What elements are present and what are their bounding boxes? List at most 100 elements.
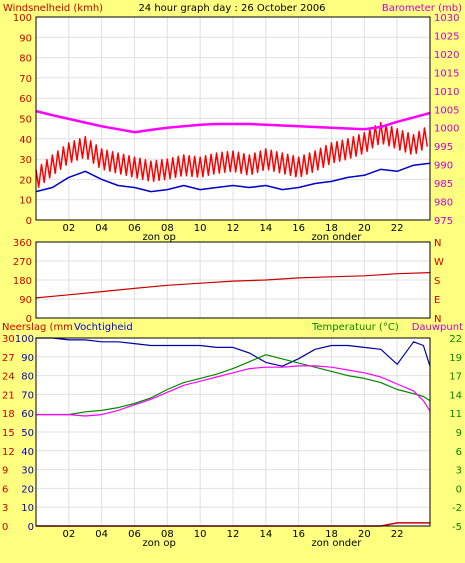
dewpoint-line bbox=[36, 365, 431, 417]
direction-axis-tick-1: 270 bbox=[13, 257, 32, 268]
rain-axis-tick-0: 30 bbox=[2, 334, 15, 345]
barometer-axis-tick-6: 1000 bbox=[434, 124, 459, 135]
barometer-axis-tick-9: 985 bbox=[434, 179, 453, 190]
wind-panel-sunrise-label: zon op bbox=[142, 232, 175, 243]
barometer-axis-tick-8: 990 bbox=[434, 161, 453, 172]
rain-axis-tick-3: 21 bbox=[2, 390, 15, 401]
temperature-axis-tick-5: 9 bbox=[456, 428, 462, 439]
wind-speed-line bbox=[35, 162, 431, 193]
direction-axis-tick-3: 90 bbox=[19, 295, 32, 306]
rain-axis-tick-8: 6 bbox=[2, 484, 8, 495]
barometer-axis-tick-5: 1005 bbox=[434, 105, 459, 116]
chart-title: 24 hour graph day : 26 October 2006 bbox=[138, 3, 325, 14]
temperature-axis-tick-3: 14 bbox=[449, 390, 462, 401]
climate-panel-x-tick-14: 14 bbox=[259, 529, 272, 540]
direction-axis-tick-4: 0 bbox=[26, 314, 32, 325]
wind-panel-x-tick-18: 18 bbox=[325, 223, 338, 234]
climate-panel-x-tick-22: 22 bbox=[391, 529, 404, 540]
rain-axis-tick-7: 9 bbox=[2, 466, 8, 477]
wind-speed-axis-tick-7: 30 bbox=[19, 155, 32, 166]
wind-panel-x-tick-16: 16 bbox=[292, 223, 305, 234]
barometer-axis-tick-4: 1010 bbox=[434, 87, 459, 98]
wind-panel-x-tick-06: 06 bbox=[128, 223, 141, 234]
wind-speed-axis-tick-3: 70 bbox=[19, 74, 32, 85]
barometer-line bbox=[35, 109, 431, 134]
direction-axis-tick-0: 360 bbox=[13, 238, 32, 249]
temperature-axis-tick-8: 0 bbox=[456, 484, 462, 495]
rain-axis-tick-5: 15 bbox=[2, 428, 15, 439]
temperature-axis-tick-7: 3 bbox=[456, 466, 462, 477]
climate-panel-frame bbox=[35, 337, 431, 527]
humidity-axis-tick-2: 80 bbox=[21, 372, 34, 383]
rain-axis-tick-6: 12 bbox=[2, 447, 15, 458]
chart-dynamic-layer: 1009080706050403020100103010251020101510… bbox=[2, 13, 462, 549]
barometer-axis-tick-1: 1025 bbox=[434, 31, 459, 42]
rain-axis-tick-1: 27 bbox=[2, 353, 15, 364]
wind-speed-axis-tick-4: 60 bbox=[19, 94, 32, 105]
wind-panel-sunset-label: zon onder bbox=[311, 232, 362, 243]
temperature-axis-label: Temperatuur (°C) bbox=[311, 322, 399, 333]
climate-panel-x-tick-04: 04 bbox=[95, 529, 108, 540]
humidity-axis-tick-3: 70 bbox=[21, 390, 34, 401]
humidity-axis-tick-8: 20 bbox=[21, 484, 34, 495]
temperature-axis-tick-1: 19 bbox=[449, 353, 462, 364]
humidity-axis-tick-10: 0 bbox=[28, 522, 34, 533]
rain-axis-tick-4: 18 bbox=[2, 409, 15, 420]
temperature-axis-tick-4: 11 bbox=[449, 409, 462, 420]
rain-axis-label: Neerslag (mm bbox=[2, 322, 73, 333]
direction-panel-frame bbox=[35, 241, 431, 319]
humidity-line bbox=[36, 337, 431, 367]
compass-axis-tick-0: N bbox=[434, 238, 441, 249]
climate-panel-x-tick-12: 12 bbox=[227, 529, 240, 540]
barometer-axis-tick-7: 995 bbox=[434, 142, 453, 153]
compass-axis-tick-4: N bbox=[434, 314, 441, 325]
temperature-axis-tick-2: 17 bbox=[449, 372, 462, 383]
climate-panel-x-tick-10: 10 bbox=[194, 529, 207, 540]
barometer-axis-label: Barometer (mb) bbox=[382, 3, 462, 14]
wind-panel-x-tick-20: 20 bbox=[358, 223, 371, 234]
wind-panel-x-tick-02: 02 bbox=[62, 223, 75, 234]
wind-panel-x-tick-10: 10 bbox=[194, 223, 207, 234]
wind-panel-x-tick-22: 22 bbox=[391, 223, 404, 234]
compass-axis-tick-1: W bbox=[434, 257, 444, 268]
wind-speed-axis-tick-2: 80 bbox=[19, 54, 32, 65]
temperature-axis-tick-9: -2 bbox=[452, 503, 462, 514]
humidity-axis-tick-1: 90 bbox=[21, 353, 34, 364]
wind-speed-axis-tick-6: 40 bbox=[19, 135, 32, 146]
wind-speed-axis-tick-8: 20 bbox=[19, 175, 32, 186]
wind-panel-x-tick-14: 14 bbox=[259, 223, 272, 234]
wind-panel-frame bbox=[35, 16, 431, 221]
wind-panel-x-tick-08: 08 bbox=[161, 223, 174, 234]
wind-speed-axis-label: Windsnelheid (kmh) bbox=[3, 3, 103, 14]
humidity-axis-tick-7: 30 bbox=[21, 466, 34, 477]
climate-panel-x-tick-18: 18 bbox=[325, 529, 338, 540]
humidity-axis-tick-5: 50 bbox=[21, 428, 34, 439]
wind-panel-x-tick-04: 04 bbox=[95, 223, 108, 234]
compass-axis-tick-2: S bbox=[434, 276, 440, 287]
temperature-line bbox=[36, 354, 431, 416]
barometer-axis-tick-11: 975 bbox=[434, 216, 453, 227]
rain-axis-tick-2: 24 bbox=[2, 372, 15, 383]
humidity-axis-tick-0: 100 bbox=[15, 334, 34, 345]
temperature-axis-tick-0: 22 bbox=[449, 334, 462, 345]
barometer-axis-tick-3: 1015 bbox=[434, 68, 459, 79]
humidity-axis-label: Vochtigheid bbox=[74, 322, 133, 333]
climate-panel-x-tick-20: 20 bbox=[358, 529, 371, 540]
compass-axis-tick-3: E bbox=[434, 295, 440, 306]
barometer-axis-tick-10: 980 bbox=[434, 198, 453, 209]
direction-axis-tick-2: 180 bbox=[13, 276, 32, 287]
wind-speed-axis-tick-5: 50 bbox=[19, 115, 32, 126]
rain-axis-tick-10: 0 bbox=[2, 522, 8, 533]
climate-panel-sunrise-label: zon op bbox=[142, 538, 175, 549]
humidity-axis-tick-6: 40 bbox=[21, 447, 34, 458]
wind-gust-line bbox=[35, 121, 429, 188]
climate-panel-x-tick-08: 08 bbox=[161, 529, 174, 540]
rain-axis-tick-9: 3 bbox=[2, 503, 8, 514]
temperature-axis-tick-6: 6 bbox=[456, 447, 462, 458]
barometer-axis-tick-2: 1020 bbox=[434, 50, 459, 61]
wind-speed-axis-tick-1: 90 bbox=[19, 33, 32, 44]
climate-panel-x-tick-02: 02 bbox=[62, 529, 75, 540]
climate-panel-x-tick-16: 16 bbox=[292, 529, 305, 540]
